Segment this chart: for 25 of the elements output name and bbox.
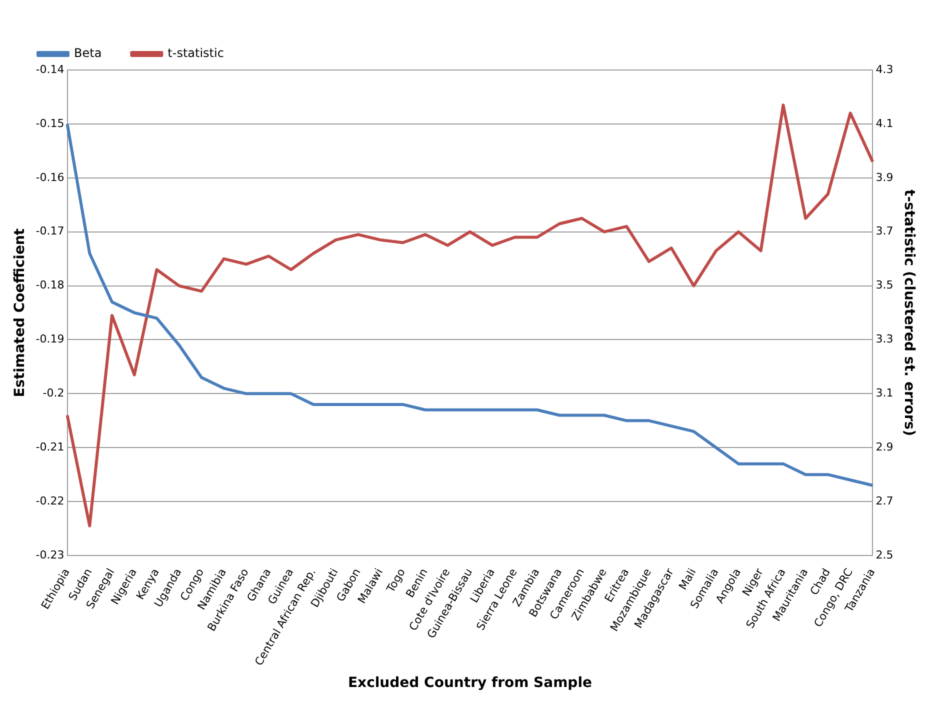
y-tick-label: -0.18: [36, 278, 64, 292]
y-tick-label: -0.15: [36, 116, 64, 130]
y2-tick-label: 2.7: [876, 494, 894, 508]
y2-tick-label: 4.3: [876, 62, 894, 76]
y2-tick-label: 3.1: [876, 386, 894, 400]
y2-tick-label: 3.5: [876, 278, 894, 292]
y2-tick-label: 2.5: [876, 548, 894, 562]
x-axis-title: Excluded Country from Sample: [348, 675, 592, 692]
y-tick-label: -0.19: [36, 332, 64, 346]
legend-label: t-statistic: [168, 46, 224, 60]
y-axis-title: Estimated Coefficient: [12, 228, 28, 398]
y-tick-label: -0.23: [36, 548, 64, 562]
y2-tick-label: 4.1: [876, 116, 894, 130]
y-tick-label: -0.2: [42, 386, 64, 400]
y-tick-label: -0.17: [36, 224, 64, 238]
y-tick-label: -0.14: [36, 62, 64, 76]
y2-axis-title: t-statistic (clustered st. errors): [900, 189, 917, 436]
y2-tick-label: 2.9: [876, 440, 894, 454]
y2-tick-label: 3.9: [876, 170, 894, 184]
y-tick-label: -0.21: [36, 440, 64, 454]
legend-label: Beta: [74, 46, 102, 60]
y2-tick-label: 3.7: [876, 224, 894, 238]
y-tick-label: -0.22: [36, 494, 64, 508]
y-tick-label: -0.16: [36, 170, 64, 184]
y2-tick-label: 3.3: [876, 332, 894, 346]
